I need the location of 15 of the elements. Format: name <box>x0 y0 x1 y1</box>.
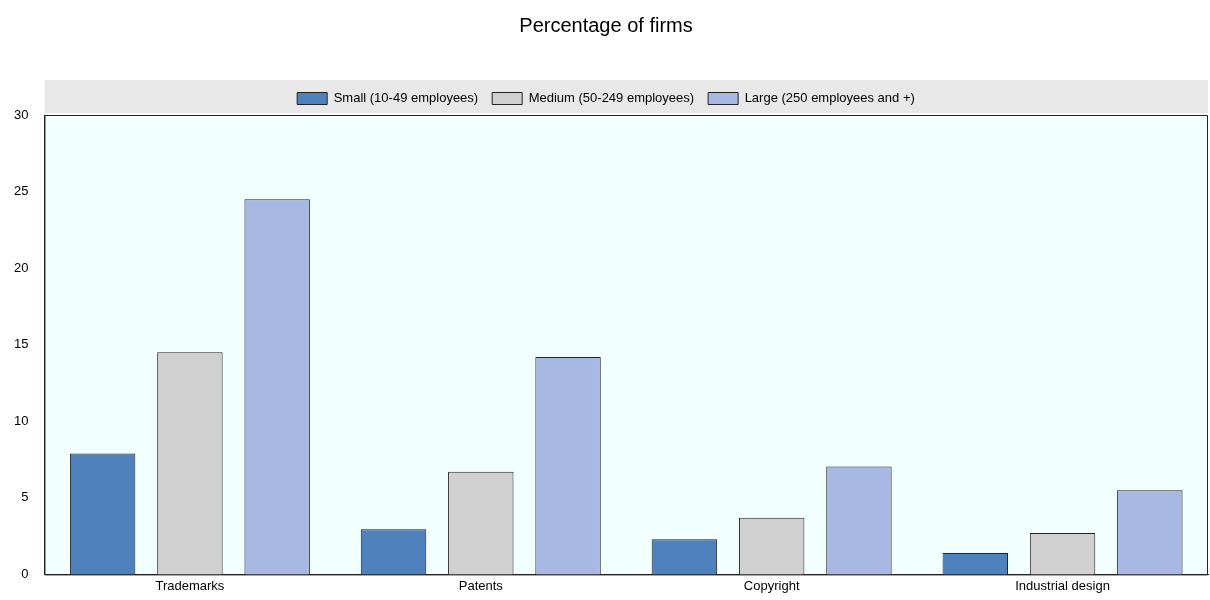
y-tick-label: 20 <box>13 259 29 275</box>
chart-title: Percentage of firms <box>519 13 693 36</box>
legend-label: Small (10-49 employees) <box>333 90 479 106</box>
x-tick-label: Copyright <box>743 577 800 593</box>
legend-label: Medium (50-249 employees) <box>528 90 695 106</box>
y-tick-label: 0 <box>21 565 29 581</box>
x-tick-label: Industrial design <box>1015 577 1110 593</box>
y-tick-label: 5 <box>21 489 29 505</box>
y-tick-label: 30 <box>13 106 29 122</box>
legend-label: Large (250 employees and +) <box>744 90 915 106</box>
y-tick-label: 15 <box>13 336 29 352</box>
y-tick-label: 10 <box>13 412 29 428</box>
x-tick-label: Patents <box>458 577 504 593</box>
x-tick-label: Trademarks <box>155 577 225 593</box>
y-tick-label: 25 <box>13 183 29 199</box>
